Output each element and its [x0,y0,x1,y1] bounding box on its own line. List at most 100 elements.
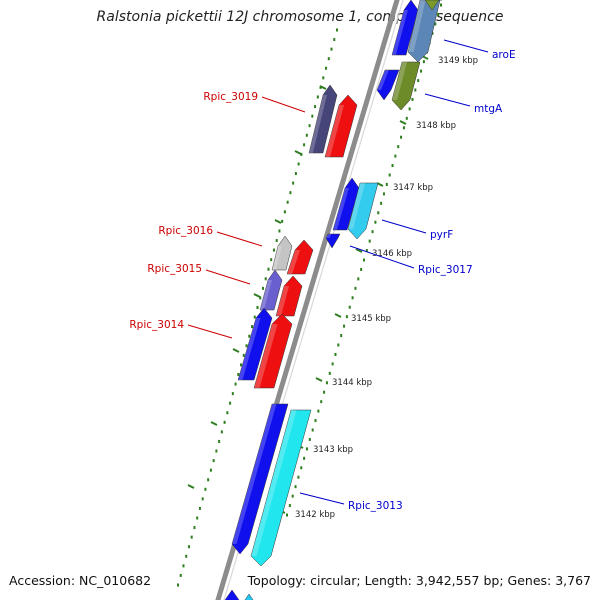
inner-guide-dot [382,192,385,196]
outer-guide-dot [179,573,182,577]
outer-guide-dot [305,133,308,137]
scale-tick-label: 3148 kbp [416,121,456,131]
inner-guide-dot [288,504,291,508]
gene-label-aroE[interactable]: aroE [492,49,516,61]
gene-label-Rpic_3014[interactable]: Rpic_3014 [129,319,184,331]
gene-label-Rpic_3019[interactable]: Rpic_3019 [203,91,258,103]
scale-tick-label: 3144 kbp [332,378,372,388]
outer-guide-dot [319,85,322,89]
inner-guide-dot [397,145,400,149]
outer-guide-dot [275,239,278,243]
outer-guide-dot [198,506,201,510]
outer-guide-dot [300,152,303,156]
gene-block-pyrF [347,182,379,240]
outer-guide-dot [261,286,264,290]
scale-tick-label: 3142 kbp [295,510,335,520]
inner-guide-dot [300,466,303,470]
outer-guide-dot [256,306,259,309]
gene-label-leader-Rpic_3013 [299,492,345,505]
gene-label-pyrF[interactable]: pyrF [430,229,453,241]
scale-tick-label: 3145 kbp [351,314,391,324]
outer-guide-dot [294,172,297,176]
inner-guide-dot [408,107,411,111]
inner-guide-dot [320,400,323,404]
inner-guide-dot [305,447,308,451]
genome-summary-text: Topology: circular; Length: 3,942,557 bp… [247,573,591,588]
outer-guide-dot [283,210,286,214]
inner-guide-dot [297,475,300,479]
gene-block-aroE-shade [408,0,426,52]
outer-guide-dot [259,296,262,300]
gene-block-Rpic_3016-shade [287,250,301,274]
gene-block-Rpic_3016-cds-shade [272,246,282,270]
gene-label-Rpic_3017[interactable]: Rpic_3017 [418,264,473,276]
outer-tick-mark [274,219,282,224]
outer-guide-dot [237,372,240,376]
outer-tick-mark [187,484,195,489]
gene-block-Rpic_3014-cds [237,307,273,381]
gene-block-Rpic_3015 [275,275,303,317]
gene-block-Rpic_3014-cds-shade [238,318,261,380]
gene-block-mtgA [391,61,421,111]
outer-guide-dot [278,229,281,233]
inner-guide-dot [360,267,363,271]
inner-guide-dot [328,371,331,375]
gene-block-Rpic_3017 [325,233,341,249]
gene-block-pyrF-cds-shade [333,188,349,230]
outer-guide-dot [207,478,210,482]
outer-tick-mark [294,150,302,155]
inner-guide-dot [331,362,334,366]
outer-guide-dot [220,430,223,434]
outer-tick-mark [319,85,327,90]
inner-guide-dot [434,22,437,26]
gene-block-Rpic_3015-shade [276,286,290,316]
gene-label-leader-Rpic_3015 [205,269,251,285]
outer-guide-dot [281,219,284,223]
inner-guide-dot [337,343,340,347]
scale-tick-label: 3149 kbp [438,56,478,66]
scale-tick-mark [334,313,342,318]
gene-label-mtgA[interactable]: mtgA [474,103,503,115]
inner-guide-dot [422,60,425,64]
gene-label-Rpic_3013[interactable]: Rpic_3013 [348,500,403,512]
outer-guide-dot [289,191,292,195]
inner-guide-dot [417,79,420,83]
inner-guide-dot [440,3,442,7]
gene-block-Rpic_3015-cds-shade [260,280,272,310]
gene-label-Rpic_3015[interactable]: Rpic_3015 [147,263,202,275]
gene-label-leader-Rpic_3016 [216,231,263,247]
outer-guide-dot [218,439,221,443]
gene-block-mtgA-shade [392,62,408,100]
outer-guide-dot [234,382,237,386]
outer-guide-dot [272,248,275,252]
outer-guide-dot [187,545,190,549]
scale-tick-mark [355,248,363,253]
gene-block-Rpic_3019-cds [308,84,338,154]
outer-guide-dot [311,114,314,118]
inner-guide-dot [351,296,354,300]
gene-block-top-edge [424,0,442,11]
gene-block-Rpic_3017-shade [326,234,332,238]
outer-guide-dot [303,143,306,147]
inner-guide-dot [357,277,360,281]
gene-label-leader-Rpic_3017 [349,245,415,269]
outer-tick-mark [232,348,240,353]
gene-block-Rpic_3019-shade [325,105,345,157]
inner-guide-dot [314,419,317,423]
gene-block-Rpic_3019 [324,94,358,158]
gene-label-leader-pyrF [381,219,427,234]
outer-guide-dot [297,162,300,166]
outer-guide-dot [267,267,270,271]
gene-label-Rpic_3016[interactable]: Rpic_3016 [158,225,213,237]
outer-tick-mark [210,421,218,426]
inner-guide-dot [363,258,365,262]
outer-guide-dot [270,258,273,262]
outer-guide-dot [322,76,325,80]
gene-block-Rpic_3016 [286,239,314,275]
outer-guide-dot [215,449,218,453]
inner-guide-dot [374,220,377,224]
inner-guide-dot [385,182,388,186]
inner-guide-dot [311,428,314,432]
